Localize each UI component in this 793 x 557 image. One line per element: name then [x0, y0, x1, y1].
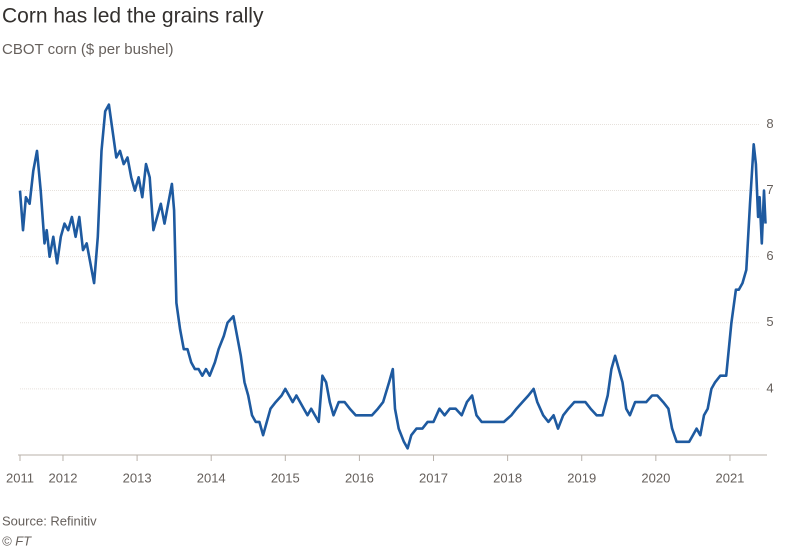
x-tick-label: 2021 — [715, 470, 744, 485]
y-tick-label: 8 — [766, 116, 773, 131]
x-tick-label: 2011 — [6, 470, 34, 485]
x-tick-label: 2017 — [419, 470, 448, 485]
price-line — [18, 103, 767, 450]
credit: © FT — [2, 533, 32, 548]
x-tick-label: 2016 — [345, 470, 374, 485]
x-tick-label: 2013 — [123, 470, 152, 485]
x-tick-label: 2014 — [197, 470, 226, 485]
x-tick-label: 2020 — [641, 470, 670, 485]
y-tick-label: 6 — [766, 248, 773, 263]
x-tick-label: 2019 — [567, 470, 596, 485]
y-tick-label: 5 — [766, 314, 773, 329]
y-tick-label: 7 — [766, 182, 773, 197]
chart-title: Corn has led the grains rally — [2, 5, 264, 28]
chart-subtitle: CBOT corn ($ per bushel) — [2, 41, 173, 58]
x-tick-label: 2018 — [493, 470, 522, 485]
source-note: Source: Refinitiv — [2, 513, 97, 528]
x-tick-label: 2015 — [271, 470, 300, 485]
y-tick-label: 4 — [766, 380, 773, 395]
x-tick-label: 2012 — [49, 470, 78, 485]
